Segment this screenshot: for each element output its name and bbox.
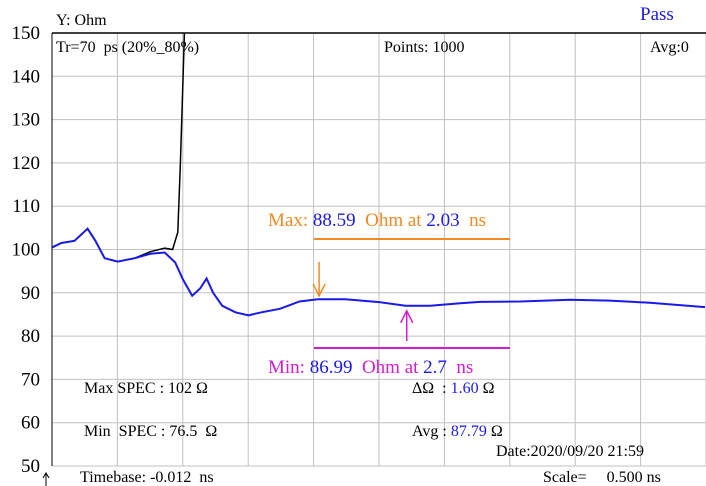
max-prefix: Max: (268, 210, 308, 231)
avg-label: Avg : (412, 423, 447, 440)
min-x: 2.7 (423, 357, 447, 378)
y-tick-label: 80 (21, 326, 40, 347)
delta-value: 1.60 (451, 380, 479, 397)
rise-time: Tr=70 ps (20%_80%) (56, 39, 199, 56)
min-x_unit: ns (456, 357, 473, 378)
delta: ΔΩ : 1.60 Ω (412, 380, 495, 397)
status: Pass (640, 4, 674, 25)
origin-arrow (42, 472, 50, 486)
y-axis-label: Y: Ohm (56, 12, 107, 29)
max-unit: Ohm at (365, 210, 422, 231)
y-tick-label: 70 (21, 369, 40, 390)
avg: Avg : 87.79 Ω (412, 423, 503, 440)
points: Points: 1000 (384, 39, 464, 56)
y-tick-label: 140 (12, 66, 41, 87)
avg-count: Avg:0 (650, 39, 689, 56)
max-value: 88.59 (313, 210, 356, 231)
min-marker (400, 309, 414, 341)
y-tick-label: 50 (21, 456, 40, 477)
delta-label: ΔΩ : (412, 380, 447, 397)
y-tick-label: 130 (12, 110, 41, 131)
timebase: Timebase: -0.012 ns (80, 469, 214, 486)
y-tick-label: 120 (12, 153, 41, 174)
min-unit: Ohm at (362, 357, 419, 378)
max-marker (312, 262, 326, 298)
y-tick-label: 60 (21, 413, 40, 434)
max-x_unit: ns (469, 210, 486, 231)
min-label: Min: 86.99 Ohm at 2.7 ns (268, 357, 473, 378)
grid (51, 32, 706, 467)
avg-unit: Ω (491, 423, 503, 440)
min-value: 86.99 (310, 357, 353, 378)
min-spec: Min SPEC : 76.5 Ω (84, 423, 217, 440)
series-line (51, 32, 186, 263)
min-prefix: Min: (268, 357, 305, 378)
scale: Scale= 0.500 ns (543, 469, 661, 486)
max-spec: Max SPEC : 102 Ω (84, 380, 208, 397)
y-tick-label: 110 (12, 196, 40, 217)
max-x: 2.03 (426, 210, 459, 231)
delta-unit: Ω (483, 380, 495, 397)
y-tick-label: 100 (12, 240, 41, 261)
avg-value: 87.79 (451, 423, 487, 440)
date: Date:2020/09/20 21:59 (496, 443, 644, 460)
y-tick-label: 90 (21, 283, 40, 304)
y-tick-label: 150 (12, 23, 41, 44)
series-line (51, 227, 706, 317)
max-label: Max: 88.59 Ohm at 2.03 ns (268, 210, 486, 231)
